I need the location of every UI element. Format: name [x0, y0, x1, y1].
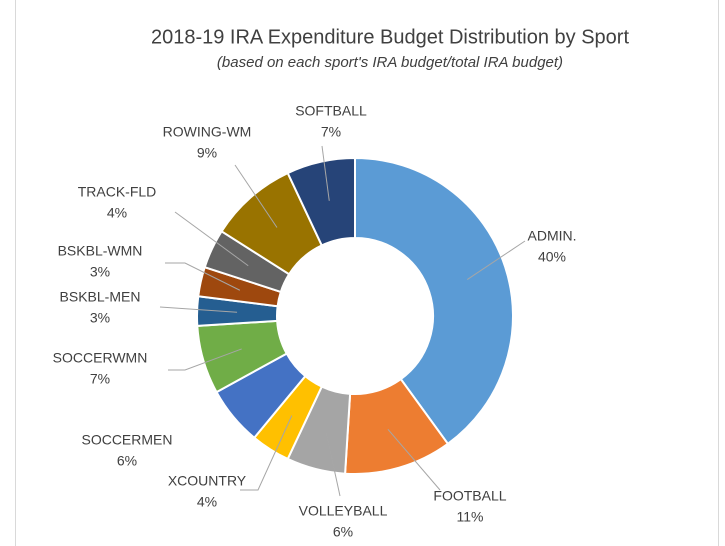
- chart-subtitle: (based on each sport's IRA budget/total …: [217, 54, 563, 71]
- category-label: ROWING-WM: [163, 124, 252, 140]
- leader-line: [174, 211, 249, 267]
- category-label: TRACK-FLD: [78, 184, 157, 200]
- category-label: XCOUNTRY: [168, 473, 247, 489]
- value-label: 11%: [457, 509, 484, 525]
- value-label: 9%: [197, 145, 217, 161]
- category-label: ADMIN.: [528, 228, 577, 244]
- leader-line: [234, 164, 278, 228]
- leader-line: [168, 348, 242, 371]
- value-label: 40%: [538, 249, 566, 265]
- leader-line: [159, 306, 238, 313]
- category-label: SOCCERMEN: [81, 432, 172, 448]
- category-label: VOLLEYBALL: [299, 503, 388, 519]
- value-label: 7%: [321, 124, 341, 140]
- category-label: SOCCERWMN: [53, 350, 148, 366]
- value-label: 4%: [107, 205, 127, 221]
- leader-line: [240, 415, 293, 491]
- leader-line: [321, 145, 330, 201]
- category-label: BSKBL-MEN: [60, 289, 141, 305]
- leader-line: [165, 262, 241, 291]
- category-label: BSKBL-WMN: [58, 243, 143, 259]
- value-label: 4%: [197, 494, 217, 510]
- value-label: 6%: [333, 524, 353, 540]
- leader-line: [387, 428, 441, 491]
- category-label: SOFTBALL: [295, 103, 367, 119]
- value-label: 3%: [90, 310, 110, 326]
- donut-segment: [286, 156, 356, 247]
- leader-line: [466, 240, 526, 280]
- value-label: 6%: [117, 453, 137, 469]
- leader-line: [325, 430, 341, 497]
- category-label: FOOTBALL: [433, 488, 506, 504]
- value-label: 3%: [90, 264, 110, 280]
- chart-title: 2018-19 IRA Expenditure Budget Distribut…: [151, 26, 630, 48]
- value-label: 7%: [90, 371, 110, 387]
- donut-segment: [354, 156, 514, 446]
